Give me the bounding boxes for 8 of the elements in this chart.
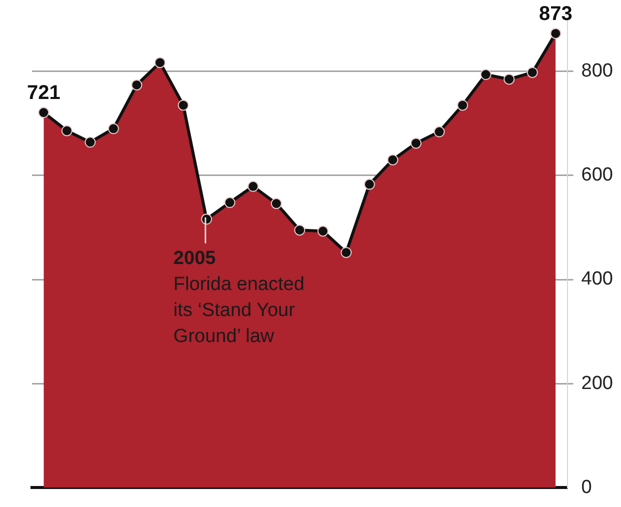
- data-label: 873: [538, 2, 572, 25]
- y-tick-label: 400: [581, 268, 613, 290]
- y-tick-label: 600: [581, 164, 613, 186]
- y-tick-label: 0: [581, 476, 592, 498]
- annotation: 2005 Florida enacted its ‘Stand Your Ground’ law: [173, 248, 304, 348]
- y-tick-label: 800: [581, 60, 613, 82]
- data-label: 721: [26, 82, 60, 104]
- y-tick-label: 200: [581, 372, 613, 394]
